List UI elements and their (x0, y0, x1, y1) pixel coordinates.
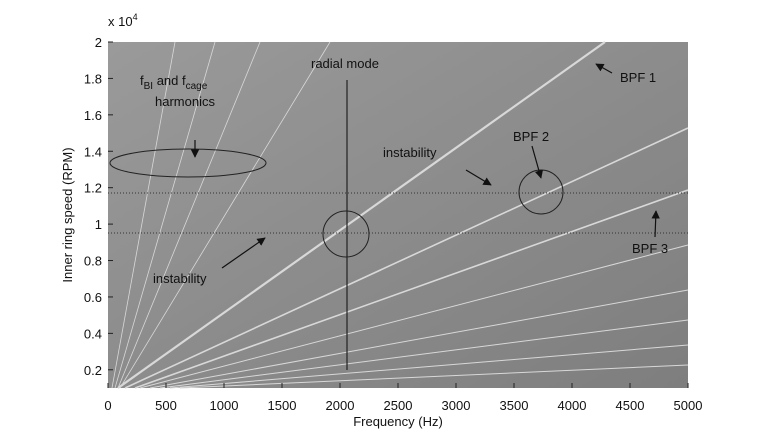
x-tick-label: 0 (104, 398, 111, 413)
y-tick-label: 0.6 (84, 290, 102, 305)
y-multiplier: x 104 (108, 12, 138, 29)
arrow (595, 63, 613, 74)
x-tick-label: 500 (155, 398, 177, 413)
arrow (221, 237, 266, 269)
harmonic-line (149, 289, 689, 389)
x-tick-label: 2500 (384, 398, 413, 413)
y-tick-label: 0.8 (84, 254, 102, 269)
annotation-part: and f (153, 73, 186, 88)
arrow (531, 145, 543, 179)
harmonic-line (117, 41, 261, 389)
annotation: BPF 3 (632, 241, 668, 256)
harmonic-line (179, 364, 689, 389)
arrow (651, 210, 660, 238)
x-tick-label: 2000 (326, 398, 355, 413)
y-multiplier-base: x 10 (108, 14, 133, 29)
spectrogram-background (108, 42, 688, 388)
x-tick-label: 4000 (558, 398, 587, 413)
x-tick-label: 1500 (268, 398, 297, 413)
x-tick-label: 3500 (500, 398, 529, 413)
plot-area: radial mode BPF 1 BPF 2 BPF 3 instabilit… (108, 41, 689, 389)
harmonic-line (119, 41, 331, 389)
y-multiplier-exponent: 4 (133, 12, 138, 22)
harmonics-ellipse (109, 148, 267, 178)
annotation: instability (383, 145, 437, 160)
x-axis-label: Frequency (Hz) (353, 414, 443, 429)
y-tick-label: 2 (95, 35, 102, 50)
y-tick-label: 1.4 (84, 144, 102, 159)
x-tick-label: 3000 (442, 398, 471, 413)
bpf1-line (117, 41, 606, 389)
x-tick-label: 4500 (616, 398, 645, 413)
bpf2-line (124, 127, 689, 389)
annotation: radial mode (311, 56, 379, 71)
x-tick-label: 1000 (210, 398, 239, 413)
annotation-subscript: cage (186, 81, 208, 92)
y-tick-label: 1 (95, 217, 102, 232)
harmonic-line (139, 244, 689, 389)
x-tick-label: 5000 (674, 398, 703, 413)
harmonic-line (111, 41, 176, 389)
y-axis-label: Inner ring speed (RPM) (60, 147, 75, 282)
bpf3-line (134, 189, 689, 389)
harmonic-line (169, 344, 689, 389)
radial-mode-circle (322, 210, 370, 258)
harmonic-line (114, 41, 216, 389)
annotation-part: f (140, 73, 144, 88)
harmonic-line (159, 319, 689, 389)
y-tick-label: 0.2 (84, 363, 102, 378)
annotation-subscript: BI (144, 81, 153, 92)
annotation: BPF 2 (513, 129, 549, 144)
arrow (465, 169, 492, 186)
arrows (190, 63, 660, 269)
annotation: BPF 1 (620, 70, 656, 85)
y-tick-label: 1.6 (84, 108, 102, 123)
annotation: fBI and fcage (140, 73, 208, 92)
y-tick-label: 0.4 (84, 326, 102, 341)
annotation: harmonics (155, 94, 215, 109)
y-tick-label: 1.2 (84, 181, 102, 196)
spectral-lines (111, 41, 689, 389)
y-tick-label: 1.8 (84, 71, 102, 86)
annotation: instability (153, 271, 207, 286)
